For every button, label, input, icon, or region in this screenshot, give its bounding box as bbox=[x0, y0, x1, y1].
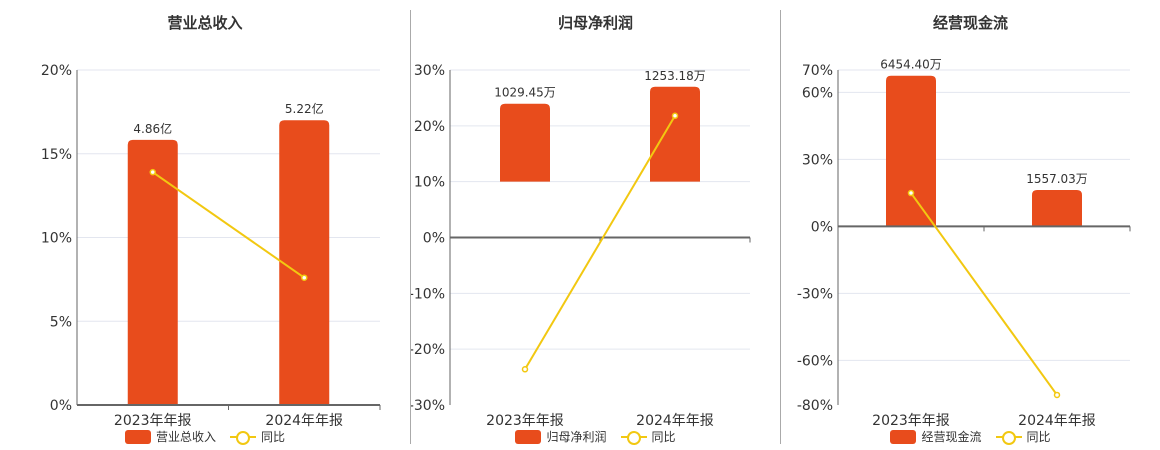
chart-plot: -30% -20% -10% 0% 10% 20% 30% 2023年年报 1029.45万 20… bbox=[411, 63, 751, 429]
legend-label: 同比 bbox=[261, 430, 286, 444]
bar-swatch-icon bbox=[515, 429, 542, 444]
divider bbox=[780, 10, 781, 444]
chart-panel-net-profit: 归母净利润 归母净利润 同比 -30% -20% -10% 0% 10% 20% 30% 20… bbox=[411, 0, 780, 450]
bar bbox=[279, 120, 330, 406]
bar bbox=[650, 86, 700, 182]
yoy-point bbox=[1053, 391, 1061, 399]
y-tick-label: 20% bbox=[414, 119, 445, 135]
legend-item-line[interactable]: 同比 bbox=[995, 428, 1051, 445]
legend[interactable]: 经营现金流 同比 bbox=[781, 428, 1160, 445]
y-tick-label: 0% bbox=[50, 398, 72, 414]
line-swatch-icon bbox=[995, 430, 1022, 445]
y-tick-label: 0% bbox=[811, 219, 833, 235]
y-tick-label: 30% bbox=[414, 63, 445, 79]
chart-panel-cash-flow: 经营现金流 经营现金流 同比 -80% -60% -30% 0% 30% 60% 70% 20… bbox=[781, 0, 1160, 450]
bar-swatch-icon bbox=[124, 429, 151, 444]
line-swatch-icon bbox=[620, 430, 647, 445]
y-tick-label: -60% bbox=[797, 353, 833, 369]
yoy-line bbox=[910, 192, 1058, 396]
y-tick-label: -80% bbox=[797, 398, 833, 414]
y-tick-label: -10% bbox=[411, 286, 445, 302]
x-tick-label: 2024年年报 bbox=[265, 413, 343, 429]
y-tick-label: 10% bbox=[414, 175, 445, 191]
y-tick-label: 0% bbox=[423, 231, 445, 247]
legend-label: 营业总收入 bbox=[155, 430, 216, 444]
x-tick-label: 2023年年报 bbox=[114, 413, 192, 429]
yoy-point bbox=[907, 189, 915, 197]
legend-item-line[interactable]: 同比 bbox=[230, 428, 285, 445]
legend-item-line[interactable]: 同比 bbox=[620, 428, 676, 445]
bar bbox=[500, 103, 550, 182]
bar-swatch-icon bbox=[890, 429, 917, 444]
legend-item-bar[interactable]: 营业总收入 bbox=[124, 428, 216, 445]
y-tick-label: 20% bbox=[41, 63, 72, 79]
bar bbox=[1032, 189, 1082, 227]
legend-label: 归母净利润 bbox=[546, 430, 607, 444]
bar-data-label: 1253.18万 bbox=[644, 69, 706, 83]
y-tick-label: 70% bbox=[802, 63, 833, 79]
chart-plot: -80% -60% -30% 0% 30% 60% 70% 2023年年报 6454.40万 20… bbox=[797, 58, 1131, 429]
legend[interactable]: 归母净利润 同比 bbox=[411, 428, 780, 445]
yoy-point bbox=[149, 168, 156, 176]
y-tick-label: 60% bbox=[802, 85, 833, 101]
legend-label: 经营现金流 bbox=[921, 430, 982, 444]
bar bbox=[127, 139, 178, 405]
bar-data-label: 1557.03万 bbox=[1026, 172, 1088, 186]
x-tick-label: 2023年年报 bbox=[872, 413, 950, 429]
bar-data-label: 4.86亿 bbox=[133, 121, 172, 136]
legend-label: 同比 bbox=[1026, 430, 1051, 444]
chart-title: 经营现金流 bbox=[932, 14, 1008, 32]
yoy-point bbox=[301, 274, 308, 281]
yoy-point bbox=[521, 366, 529, 373]
divider bbox=[410, 10, 411, 444]
x-tick-label: 2024年年报 bbox=[1018, 413, 1096, 429]
y-tick-label: -30% bbox=[797, 286, 833, 302]
y-tick-label: 5% bbox=[50, 314, 72, 330]
yoy-line bbox=[524, 115, 676, 370]
bar-data-label: 6454.40万 bbox=[880, 58, 942, 72]
chart-plot: 0% 5% 10% 15% 20% 2023年年报 4.86亿 2024年年报 5.22亿 bbox=[41, 63, 381, 429]
bar-data-label: 5.22亿 bbox=[285, 101, 324, 116]
y-tick-label: 30% bbox=[802, 152, 833, 168]
chart-title: 营业总收入 bbox=[167, 14, 243, 32]
legend[interactable]: 营业总收入 同比 bbox=[0, 428, 410, 445]
x-tick-label: 2024年年报 bbox=[636, 413, 714, 429]
legend-label: 同比 bbox=[651, 430, 676, 444]
y-tick-label: -30% bbox=[411, 398, 445, 414]
bar-data-label: 1029.45万 bbox=[494, 86, 556, 100]
chart-panel-revenue: 营业总收入 营业总收入 同比 0% 5% 10% 15% 20% 2023年年报 4.86亿… bbox=[0, 0, 410, 450]
yoy-line bbox=[152, 171, 305, 279]
bar bbox=[886, 75, 936, 227]
yoy-point bbox=[671, 112, 679, 120]
y-tick-label: 10% bbox=[41, 231, 72, 247]
y-tick-label: -20% bbox=[411, 342, 445, 358]
legend-item-bar[interactable]: 经营现金流 bbox=[890, 428, 982, 445]
legend-item-bar[interactable]: 归母净利润 bbox=[515, 428, 607, 445]
chart-title: 归母净利润 bbox=[557, 14, 633, 32]
line-swatch-icon bbox=[230, 430, 256, 445]
x-tick-label: 2023年年报 bbox=[486, 413, 564, 429]
y-tick-label: 15% bbox=[41, 147, 72, 163]
